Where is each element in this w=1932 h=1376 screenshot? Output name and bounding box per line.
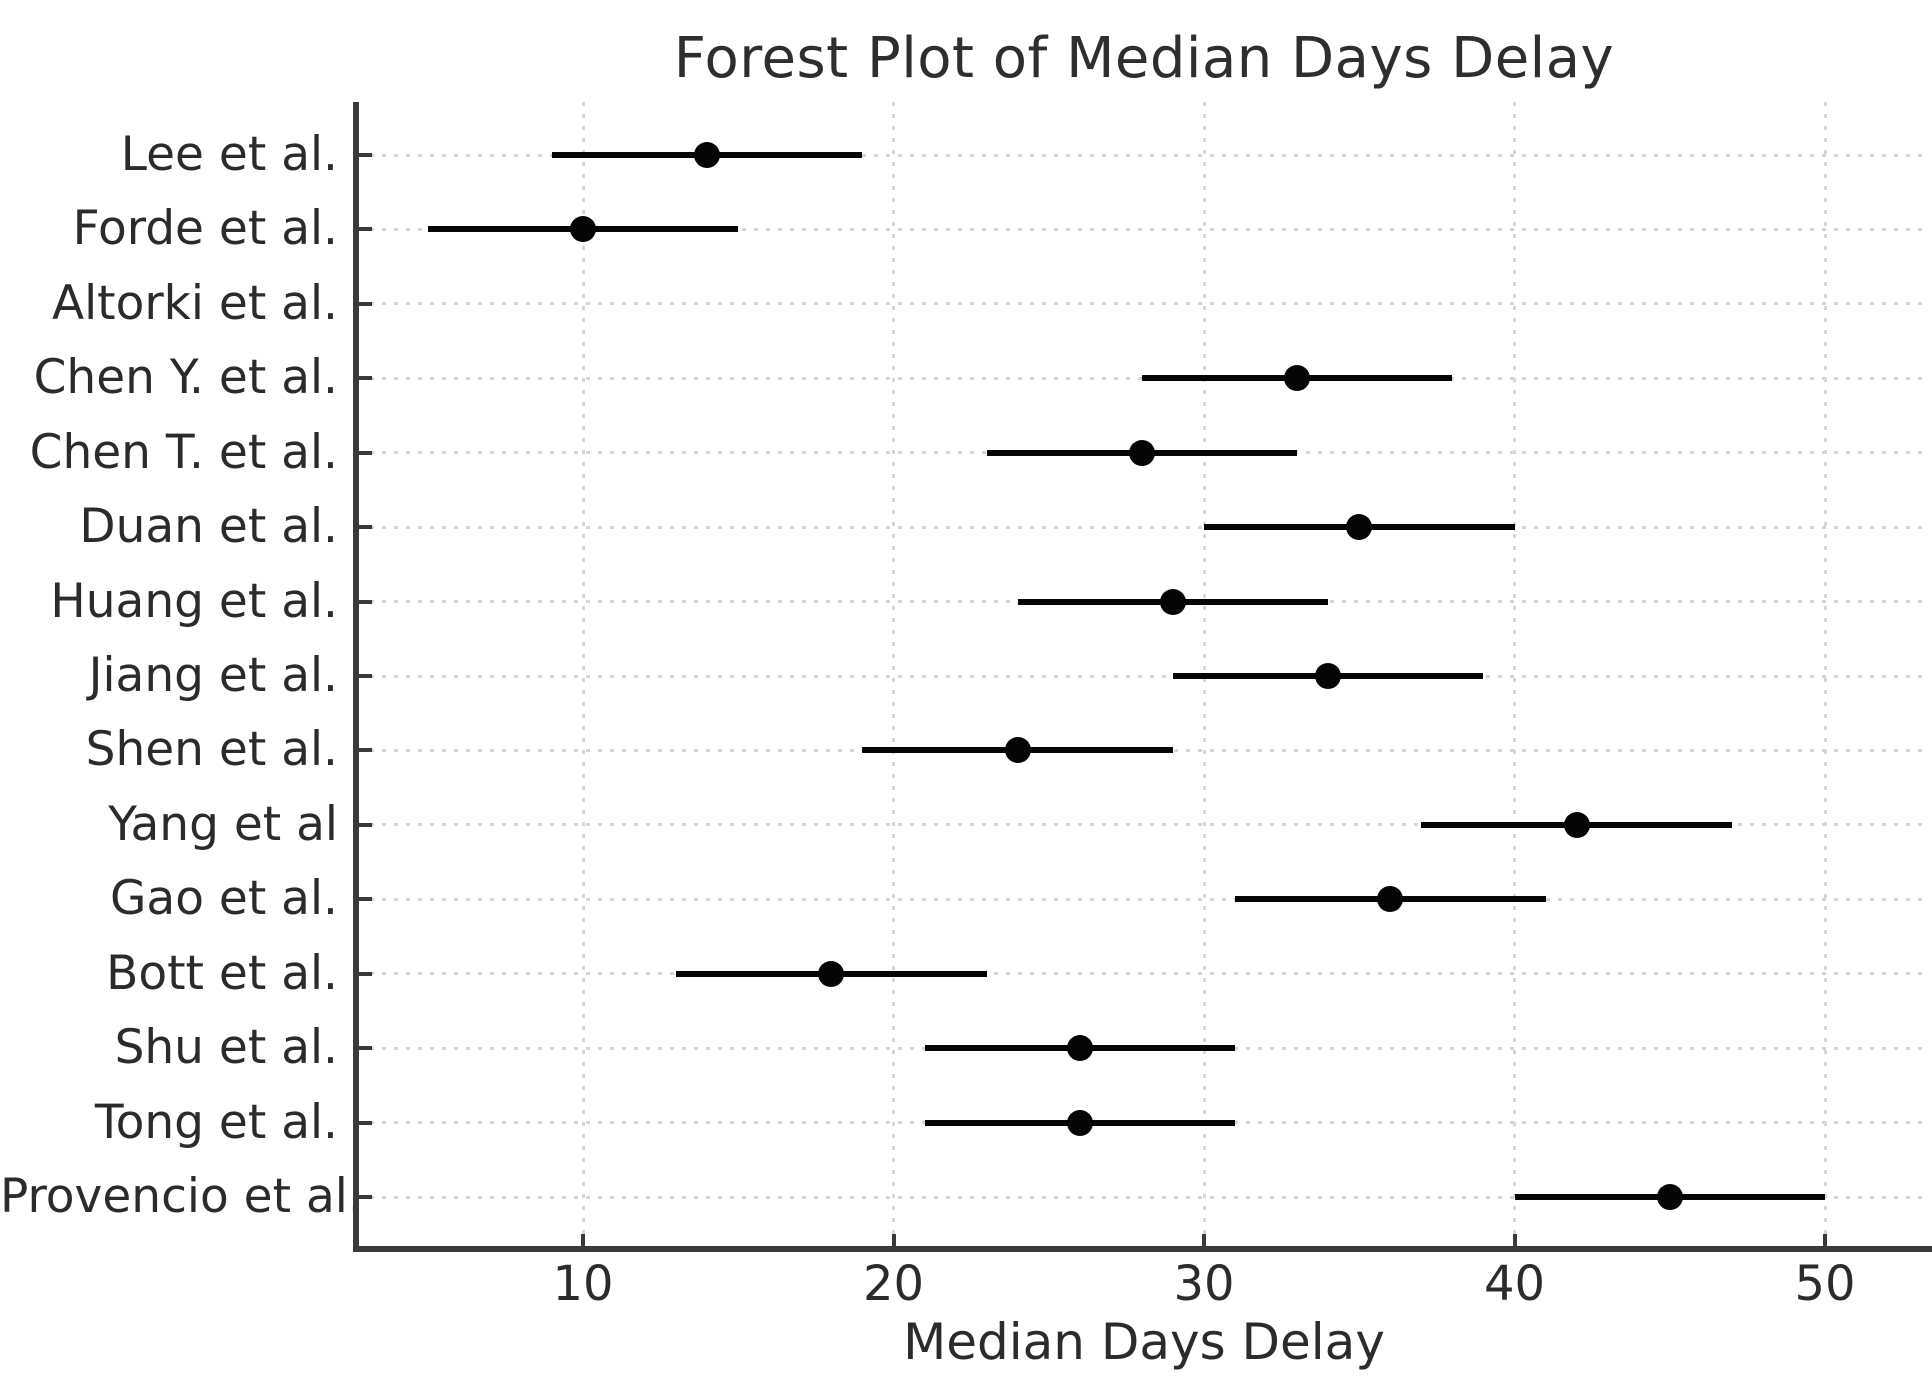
study-label: Altorki et al.	[51, 275, 338, 331]
study-label: Duan et al.	[79, 499, 338, 555]
study-label: Yang et al	[108, 796, 338, 852]
y-tick-mark	[358, 897, 372, 902]
y-tick-mark	[358, 971, 372, 976]
study-label: Huang et al.	[50, 573, 338, 629]
median-point-marker	[694, 142, 721, 168]
chart-title: Forest Plot of Median Days Delay	[673, 26, 1615, 91]
y-gridline	[358, 674, 1930, 678]
study-label: Chen Y. et al.	[33, 350, 338, 406]
median-point-marker	[570, 216, 596, 243]
median-point-marker	[1066, 1035, 1093, 1062]
y-gridline	[358, 302, 1930, 306]
y-tick-mark	[358, 450, 372, 455]
x-tick-label: 10	[552, 1256, 614, 1312]
x-tick-mark	[1823, 1234, 1827, 1248]
y-tick-mark	[358, 674, 372, 678]
x-tick-mark	[581, 1234, 585, 1248]
median-point-marker	[1563, 811, 1590, 838]
y-tick-mark	[358, 599, 372, 604]
x-tick-mark	[891, 1234, 896, 1248]
study-label: Shu et al.	[114, 1020, 338, 1076]
y-tick-mark	[358, 822, 372, 827]
y-tick-mark	[358, 227, 372, 232]
x-tick-label: 50	[1794, 1256, 1856, 1312]
study-label: Bott et al.	[106, 945, 338, 1001]
study-label: Jiang et al.	[88, 648, 338, 703]
y-gridline	[358, 823, 1930, 827]
y-tick-mark	[358, 376, 372, 381]
study-label: Tong et al.	[94, 1094, 338, 1150]
y-gridline	[358, 1195, 1930, 1199]
x-axis-spine	[353, 1246, 1932, 1252]
x-tick-mark	[1202, 1234, 1206, 1248]
median-point-marker	[1656, 1184, 1683, 1211]
y-tick-mark	[358, 301, 372, 306]
study-label: Shen et al.	[85, 722, 338, 778]
median-point-marker	[1315, 663, 1342, 689]
x-axis-label: Median Days Delay	[903, 1313, 1385, 1371]
y-gridline	[358, 972, 1930, 976]
median-point-marker	[1377, 886, 1404, 913]
y-tick-mark	[358, 748, 372, 753]
y-tick-mark	[358, 1046, 372, 1051]
study-label: Forde et al.	[72, 201, 338, 257]
y-tick-mark	[358, 1120, 372, 1125]
median-point-marker	[1004, 737, 1031, 764]
y-tick-mark	[358, 525, 372, 530]
x-tick-label: 20	[862, 1256, 925, 1312]
y-gridline	[358, 227, 1930, 231]
study-label: Chen T. et al.	[29, 424, 338, 480]
median-point-marker	[1159, 588, 1186, 615]
median-point-marker	[1128, 439, 1155, 466]
x-tick-label: 30	[1173, 1256, 1235, 1312]
median-point-marker	[1284, 365, 1311, 392]
y-axis-spine	[353, 102, 359, 1252]
x-tick-label: 40	[1483, 1256, 1546, 1312]
y-tick-mark	[358, 1195, 372, 1200]
study-label: Gao et al.	[109, 871, 338, 927]
y-gridline	[358, 153, 1930, 157]
y-tick-mark	[358, 153, 372, 157]
x-tick-mark	[1512, 1234, 1517, 1248]
median-point-marker	[818, 960, 845, 987]
study-label: Lee et al.	[120, 127, 338, 182]
y-gridline	[358, 525, 1930, 529]
y-gridline	[358, 897, 1930, 901]
median-point-marker	[1346, 514, 1373, 541]
median-point-marker	[1066, 1109, 1093, 1136]
study-label: Provencio et al.	[0, 1169, 363, 1225]
